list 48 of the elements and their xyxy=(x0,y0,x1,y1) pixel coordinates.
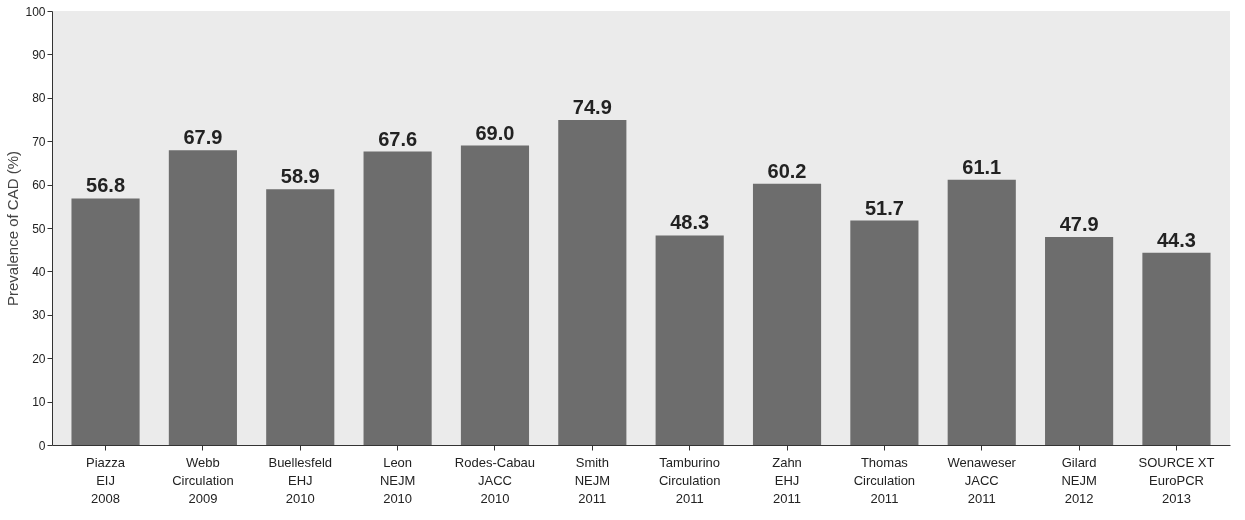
x-tick-label: Thomas Circulation 2011 xyxy=(853,454,916,506)
bar xyxy=(558,119,627,445)
data-label: 47.9 xyxy=(1059,213,1099,236)
y-tick-label: 30 xyxy=(32,308,46,323)
data-label: 60.2 xyxy=(767,159,807,182)
y-tick-label: 20 xyxy=(32,351,46,366)
y-tick-label: 70 xyxy=(32,134,46,149)
data-label: 48.3 xyxy=(670,211,710,234)
x-tick-label: Leon NEJM 2010 xyxy=(379,454,416,506)
x-tick-label: Rodes-Cabau JACC 2010 xyxy=(454,454,536,506)
x-tick-label: Tamburino Circulation 2011 xyxy=(658,454,721,506)
y-tick-label: 50 xyxy=(32,221,46,236)
bar xyxy=(752,183,822,445)
data-label: 61.1 xyxy=(962,155,1002,178)
bar xyxy=(655,235,724,445)
y-tick-label: 0 xyxy=(38,438,46,453)
x-tick-label: SOURCE XT EuroPCR 2013 xyxy=(1138,454,1215,506)
y-tick-label: 80 xyxy=(32,91,46,106)
bar xyxy=(168,150,237,445)
x-tick-label: Wenaweser JACC 2011 xyxy=(947,454,1017,506)
data-label: 44.3 xyxy=(1156,228,1196,251)
data-label: 58.9 xyxy=(280,165,320,188)
x-tick-label: Piazza EIJ 2008 xyxy=(86,454,126,506)
y-axis-title: Prevalence of CAD (%) xyxy=(4,150,22,307)
x-tick-label: Gilard NEJM 2012 xyxy=(1061,454,1097,506)
x-tick-label: Smith NEJM 2011 xyxy=(574,454,611,506)
bar xyxy=(363,151,432,445)
bar xyxy=(460,145,530,445)
y-tick-label: 100 xyxy=(25,4,46,19)
data-label: 69.0 xyxy=(475,121,515,144)
y-tick-label: 40 xyxy=(32,264,46,279)
data-label: 74.9 xyxy=(572,95,612,118)
x-tick-label: Webb Circulation 2009 xyxy=(172,454,234,506)
y-tick-label: 60 xyxy=(32,178,46,193)
y-tick-label: 90 xyxy=(32,47,46,62)
data-label: 67.6 xyxy=(378,127,418,150)
data-label: 51.7 xyxy=(864,196,904,219)
y-tick-label: 10 xyxy=(32,395,46,410)
bar xyxy=(71,198,140,445)
bar xyxy=(850,220,919,445)
data-label: 67.9 xyxy=(183,126,223,149)
x-tick-label: Buellesfeld EHJ 2010 xyxy=(268,454,333,506)
bar xyxy=(1045,237,1114,445)
bar xyxy=(947,179,1016,445)
bar xyxy=(1142,252,1211,445)
data-label: 56.8 xyxy=(86,174,126,197)
x-tick-label: Zahn EHJ 2011 xyxy=(772,454,802,506)
bar xyxy=(266,189,335,445)
